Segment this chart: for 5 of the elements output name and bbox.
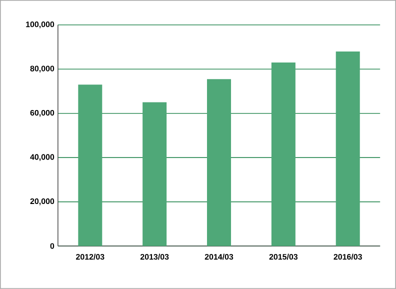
bar	[142, 102, 167, 246]
bar	[207, 79, 232, 246]
bar	[336, 51, 360, 246]
bar	[271, 62, 296, 246]
bar	[78, 84, 102, 246]
